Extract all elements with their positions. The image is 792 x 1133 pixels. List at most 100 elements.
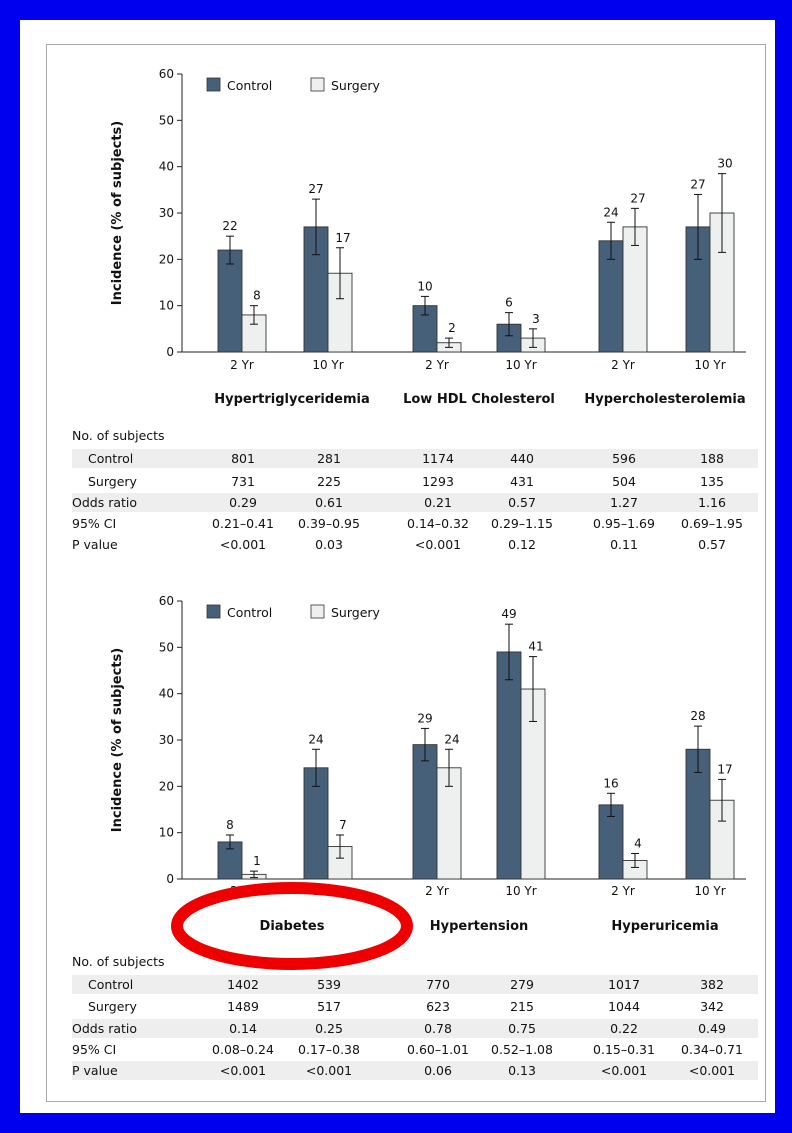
table-cell: 382 <box>700 977 724 992</box>
y-tick-label: 30 <box>159 206 174 220</box>
table-cell: 801 <box>231 451 255 466</box>
group-label: Hyperuricemia <box>611 919 718 934</box>
table-cell: 0.78 <box>424 1021 452 1036</box>
table-cell: 279 <box>510 977 534 992</box>
data-label-surgery: 4 <box>634 837 642 851</box>
legend-swatch-control <box>206 77 221 92</box>
group-label: Low HDL Cholesterol <box>403 392 555 407</box>
data-label-surgery: 1 <box>253 854 261 868</box>
table-row-label: Surgery <box>88 999 138 1014</box>
y-tick-label: 0 <box>166 872 174 886</box>
legend-label-surgery: Surgery <box>331 78 381 93</box>
table-row-label: Odds ratio <box>72 495 137 510</box>
y-tick-label: 10 <box>159 299 174 313</box>
table-cell: 0.15–0.31 <box>593 1042 655 1057</box>
table-cell: 0.29 <box>229 495 257 510</box>
table-cell: 1174 <box>422 451 454 466</box>
data-label-control: 27 <box>690 177 705 191</box>
red-highlight-ellipse <box>171 882 413 970</box>
table-cell: 225 <box>317 474 341 489</box>
table-cell: <0.001 <box>689 1063 735 1078</box>
data-label-surgery: 24 <box>444 732 459 746</box>
table-cell: 1489 <box>227 999 259 1014</box>
y-axis-title: Incidence (% of subjects) <box>110 121 125 305</box>
highlight-overlay <box>171 882 413 970</box>
table-cell: 0.57 <box>508 495 536 510</box>
table-cell: 1293 <box>422 474 454 489</box>
legend-swatch-surgery <box>310 604 325 619</box>
data-label-control: 10 <box>417 279 432 293</box>
table-heading: No. of subjects <box>72 954 165 969</box>
chart-bottom: 0 10 20 30 40 50 60 Incidence (% of subjects) Co… <box>72 594 758 1080</box>
table-row-label: 95% CI <box>72 516 116 531</box>
y-tick-label: 50 <box>159 113 174 127</box>
table-cell: 1402 <box>227 977 259 992</box>
table-cell: <0.001 <box>306 1063 352 1078</box>
table-cell: 0.69–1.95 <box>681 516 743 531</box>
table-cell: 0.57 <box>698 537 726 552</box>
table-cell: 0.21 <box>424 495 452 510</box>
table-cell: 0.39–0.95 <box>298 516 360 531</box>
table-cell: 0.60–1.01 <box>407 1042 469 1057</box>
y-tick-label: 20 <box>159 252 174 266</box>
y-tick-label: 30 <box>159 733 174 747</box>
table-cell: 1.16 <box>698 495 726 510</box>
bar-control-3 <box>496 651 522 880</box>
y-tick-label: 10 <box>159 826 174 840</box>
data-label-control: 27 <box>308 182 323 196</box>
x-tick-label: 10 Yr <box>505 884 536 898</box>
figure-frame <box>46 44 766 1102</box>
table-cell: <0.001 <box>220 1063 266 1078</box>
data-label-control: 8 <box>226 818 234 832</box>
data-label-surgery: 27 <box>630 191 645 205</box>
legend-swatch-control <box>206 604 221 619</box>
table-row-label: Control <box>88 977 133 992</box>
group-label: Hypercholesterolemia <box>584 392 745 407</box>
y-tick-label: 60 <box>159 594 174 608</box>
table-stripe <box>72 493 758 512</box>
legend-swatch-surgery <box>310 77 325 92</box>
table-row-label: Odds ratio <box>72 1021 137 1036</box>
table-cell: 0.52–1.08 <box>491 1042 553 1057</box>
table-cell: 135 <box>700 474 724 489</box>
x-tick-label: 10 Yr <box>694 358 725 372</box>
table-row-label: 95% CI <box>72 1042 116 1057</box>
table-cell: 1017 <box>608 977 640 992</box>
table-cell: 215 <box>510 999 534 1014</box>
table-cell: 440 <box>510 451 534 466</box>
table-cell: 281 <box>317 451 341 466</box>
legend-label-control: Control <box>227 78 272 93</box>
data-label-surgery: 41 <box>528 640 543 654</box>
table-cell: 1.27 <box>610 495 638 510</box>
table-cell: 0.95–1.69 <box>593 516 655 531</box>
table-stripe <box>72 975 758 994</box>
table-cell: 770 <box>426 977 450 992</box>
figure-panel <box>20 20 775 1113</box>
table-cell: 0.14–0.32 <box>407 516 469 531</box>
data-label-control: 49 <box>501 607 516 621</box>
y-tick-label: 40 <box>159 160 174 174</box>
bar-control-2 <box>412 744 438 880</box>
table-cell: 0.06 <box>424 1063 452 1078</box>
table-cell: 504 <box>612 474 636 489</box>
y-tick-label: 0 <box>166 345 174 359</box>
table-cell: 0.12 <box>508 537 536 552</box>
x-tick-label: 10 Yr <box>312 358 343 372</box>
bar-surgery-4 <box>622 226 648 353</box>
table-cell: 0.21–0.41 <box>212 516 274 531</box>
table-cell: 342 <box>700 999 724 1014</box>
y-tick-label: 20 <box>159 779 174 793</box>
table-cell: 0.34–0.71 <box>681 1042 743 1057</box>
data-label-surgery: 2 <box>448 321 456 335</box>
table-row-label: Control <box>88 451 133 466</box>
table-cell: 596 <box>612 451 636 466</box>
group-label: Hypertriglyceridemia <box>214 392 370 407</box>
x-tick-label: 2 Yr <box>425 358 449 372</box>
data-label-control: 6 <box>505 296 513 310</box>
x-tick-label: 2 Yr <box>611 884 635 898</box>
chart-top: 0 10 20 30 40 50 60 Incidence (% of subjects) Co… <box>72 67 758 552</box>
table-cell: 0.49 <box>698 1021 726 1036</box>
table-cell: 0.61 <box>315 495 343 510</box>
table-cell: <0.001 <box>220 537 266 552</box>
